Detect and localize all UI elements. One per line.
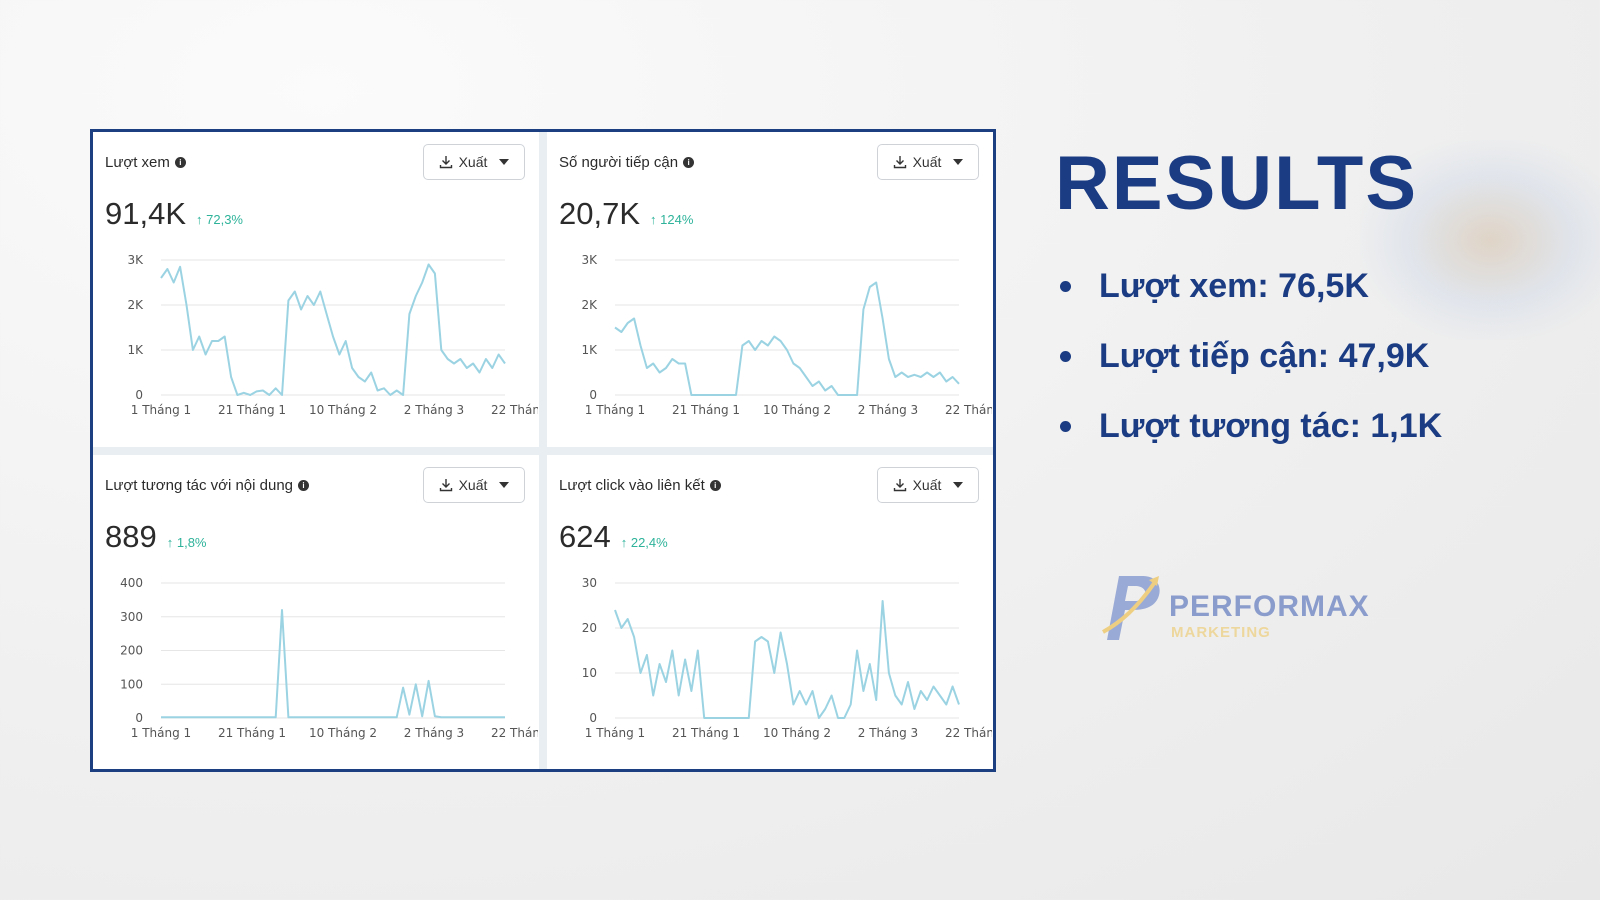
- x-tick-label: 21 Tháng 1: [672, 403, 740, 417]
- download-icon: [893, 156, 906, 169]
- y-tick-label: 0: [135, 388, 143, 402]
- y-tick-label: 2K: [581, 298, 598, 312]
- logo-name: PERFORMAX: [1169, 590, 1370, 623]
- y-tick-label: 100: [120, 677, 143, 691]
- export-label: Xuất: [458, 154, 488, 170]
- export-label: Xuất: [458, 476, 488, 493]
- caret-down-icon: [499, 481, 510, 488]
- x-tick-label: 22 Tháng 3: [491, 726, 538, 740]
- export-button[interactable]: Xuất: [877, 466, 979, 503]
- export-label: Xuất: [912, 476, 942, 493]
- download-icon: [439, 478, 452, 491]
- x-tick-label: 10 Tháng 2: [309, 726, 377, 740]
- download-icon: [439, 156, 452, 169]
- panel-engagement: Lượt tương tác với nội dung i Xuất 889 ↑…: [93, 454, 539, 769]
- x-tick-label: 10 Tháng 2: [309, 403, 377, 417]
- y-tick-label: 1K: [127, 343, 144, 357]
- y-tick-label: 1K: [581, 343, 598, 357]
- x-tick-label: 10 Tháng 2: [763, 403, 831, 417]
- results-item: Lượt tương tác: 1,1K: [1060, 406, 1442, 446]
- y-tick-label: 0: [135, 711, 143, 725]
- download-icon: [893, 478, 906, 491]
- logo-subtitle: MARKETING: [1171, 624, 1271, 641]
- series-line: [160, 263, 506, 396]
- y-tick-label: 30: [582, 576, 597, 590]
- x-tick-label: 1 Tháng 1: [585, 726, 645, 740]
- caret-down-icon: [499, 159, 510, 165]
- bullet-dot: [1060, 350, 1071, 362]
- panel-views: Lượt xem i Xuất 91,4K ↑ 72,3% 0 1K 2K 3K 1 T…: [93, 132, 539, 447]
- y-tick-label: 300: [120, 609, 143, 623]
- dashboard-screenshot: Lượt xem i Xuất 91,4K ↑ 72,3% 0 1K 2K 3K 1 T…: [90, 129, 996, 772]
- panel-title: Số người tiếp cận: [559, 154, 679, 171]
- caret-down-icon: [953, 159, 964, 165]
- panel-link-clicks: Lượt click vào liên kết i Xuất 624 ↑ 22,…: [547, 454, 993, 769]
- metric-value: 20,7K: [559, 196, 641, 231]
- x-tick-label: 2 Tháng 3: [404, 403, 464, 417]
- y-tick-label: 20: [582, 621, 597, 635]
- results-list: Lượt xem: 76,5K Lượt tiếp cận: 47,9K Lượ…: [1060, 266, 1442, 476]
- export-label: Xuất: [912, 154, 942, 170]
- info-icon[interactable]: i: [709, 479, 721, 491]
- results-item-text: Lượt xem: 76,5K: [1099, 266, 1369, 305]
- x-tick-label: 10 Tháng 2: [763, 726, 831, 740]
- x-tick-label: 1 Tháng 1: [131, 403, 191, 417]
- results-item-text: Lượt tiếp cận: 47,9K: [1099, 336, 1430, 375]
- x-tick-label: 22 Tháng 3: [945, 726, 992, 740]
- panel-title: Lượt click vào liên kết: [559, 476, 705, 494]
- series-line: [614, 599, 960, 719]
- export-button[interactable]: Xuất: [423, 466, 525, 503]
- results-title: RESULTS: [1055, 141, 1419, 226]
- bullet-dot: [1060, 420, 1071, 432]
- info-icon[interactable]: i: [683, 157, 695, 168]
- x-tick-label: 1 Tháng 1: [585, 403, 645, 417]
- export-button[interactable]: Xuất: [423, 144, 525, 180]
- info-icon[interactable]: i: [174, 157, 186, 168]
- line-chart: 0 100 200 300 400 1 Tháng 1 21 Tháng 1 10 Tháng…: [120, 576, 538, 740]
- panel-title: Lượt xem: [105, 154, 170, 171]
- metric-change: ↑ 22,4%: [620, 534, 668, 550]
- x-tick-label: 21 Tháng 1: [218, 403, 286, 417]
- bullet-dot: [1060, 280, 1071, 292]
- x-tick-label: 21 Tháng 1: [672, 726, 740, 740]
- y-tick-label: 400: [120, 576, 143, 590]
- x-tick-label: 1 Tháng 1: [131, 726, 191, 740]
- metric-change: ↑ 72,3%: [196, 212, 243, 227]
- caret-down-icon: [953, 481, 964, 488]
- metric-change: ↑ 124%: [650, 212, 694, 227]
- line-chart: 0 10 20 30 1 Tháng 1 21 Tháng 1 10 Tháng 2 2 Th…: [582, 576, 992, 740]
- results-item: Lượt tiếp cận: 47,9K: [1060, 336, 1442, 376]
- x-tick-label: 22 Tháng 3: [491, 403, 538, 417]
- x-tick-label: 2 Tháng 3: [404, 726, 464, 740]
- y-tick-label: 0: [589, 388, 597, 402]
- performax-logo: PERFORMAX MARKETING: [1097, 568, 1377, 658]
- info-icon[interactable]: i: [298, 479, 310, 491]
- series-line: [614, 281, 960, 396]
- results-item: Lượt xem: 76,5K: [1060, 266, 1442, 306]
- x-tick-label: 2 Tháng 3: [858, 726, 918, 740]
- y-tick-label: 10: [582, 666, 597, 680]
- metric-value: 889: [105, 518, 157, 554]
- line-chart: 0 1K 2K 3K 1 Tháng 1 21 Tháng 1 10 Tháng 2 2 Th…: [581, 253, 992, 417]
- metric-value: 624: [559, 518, 611, 554]
- x-tick-label: 22 Tháng 3: [945, 403, 992, 417]
- y-tick-label: 200: [120, 643, 143, 657]
- results-item-text: Lượt tương tác: 1,1K: [1099, 406, 1443, 445]
- line-chart: 0 1K 2K 3K 1 Tháng 1 21 Tháng 1 10 Tháng 2 2 Th…: [127, 253, 538, 417]
- logo-mark-icon: [1102, 576, 1160, 640]
- y-tick-label: 2K: [127, 298, 144, 312]
- y-tick-label: 0: [589, 711, 597, 725]
- metric-change: ↑ 1,8%: [166, 534, 207, 550]
- panel-title: Lượt tương tác với nội dung: [105, 476, 294, 494]
- export-button[interactable]: Xuất: [877, 144, 979, 180]
- x-tick-label: 2 Tháng 3: [858, 403, 918, 417]
- metric-value: 91,4K: [105, 196, 187, 231]
- series-line: [161, 608, 505, 718]
- y-tick-label: 3K: [581, 253, 598, 267]
- x-tick-label: 21 Tháng 1: [218, 726, 286, 740]
- y-tick-label: 3K: [127, 253, 144, 267]
